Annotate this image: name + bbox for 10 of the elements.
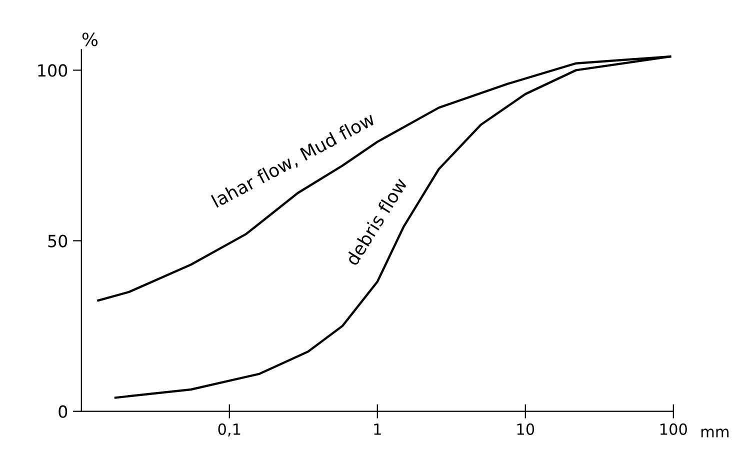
x-axis-title: mm [701, 428, 729, 438]
x-tick-label: 100 [660, 423, 687, 435]
x-tick-label: 10 [517, 423, 534, 435]
x-tick-label: 0,1 [218, 423, 240, 437]
y-tick-label: 0 [58, 405, 68, 418]
y-tick-label: 100 [38, 64, 68, 77]
y-axis-title: % [82, 32, 98, 46]
y-tick-label: 50 [48, 234, 68, 248]
text: lahar flow, Mud flow [210, 111, 377, 210]
x-tick-label: 1 [374, 424, 381, 435]
